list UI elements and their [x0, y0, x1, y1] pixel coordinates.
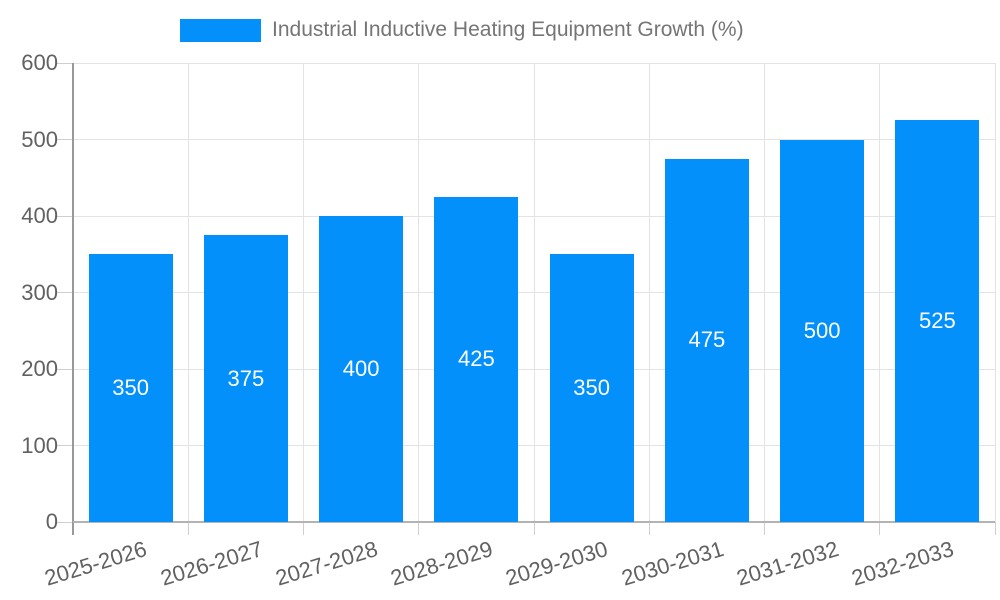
y-tick-label: 400	[21, 203, 58, 228]
y-axis-tick	[56, 445, 73, 446]
bar-value-label: 500	[803, 317, 841, 343]
x-axis-tick	[187, 522, 189, 535]
legend-swatch	[180, 18, 261, 42]
gridline-vertical	[994, 63, 996, 522]
y-axis-line	[72, 63, 74, 535]
gridline-vertical	[303, 63, 304, 522]
gridline-vertical	[533, 63, 535, 522]
legend-label: Industrial Inductive Heating Equipment G…	[272, 18, 744, 41]
bar[interactable]	[780, 139, 865, 522]
bar[interactable]	[434, 196, 519, 522]
y-tick-label: 100	[21, 432, 58, 458]
gridline-vertical	[187, 63, 189, 522]
y-tick-label: 0	[45, 509, 58, 534]
bar[interactable]	[664, 158, 749, 522]
bar[interactable]	[203, 235, 288, 522]
bar-value-label: 425	[458, 346, 495, 372]
x-axis-tick	[879, 522, 881, 535]
bar[interactable]	[895, 120, 980, 522]
y-axis-tick	[56, 215, 73, 217]
x-axis-tick	[764, 522, 765, 535]
y-axis-tick	[56, 292, 73, 293]
bar[interactable]	[88, 254, 173, 522]
y-tick-label: 300	[21, 279, 58, 305]
legend[interactable]: Industrial Inductive Heating Equipment G…	[180, 18, 744, 42]
y-tick-label: 500	[21, 126, 58, 152]
bar[interactable]	[319, 216, 404, 522]
x-tick-label: 2026-2027	[157, 536, 266, 591]
bar-value-label: 350	[573, 375, 610, 401]
plot-area: 350 375 400 425 350 475 500 525	[56, 62, 996, 535]
y-axis-tick	[56, 368, 73, 370]
x-tick-label: 2028-2029	[387, 536, 496, 591]
gridline-vertical	[764, 63, 765, 522]
y-tick-label: 200	[21, 356, 58, 381]
x-axis-tick	[418, 522, 420, 535]
x-axis-line	[73, 521, 995, 523]
y-tick-label: 600	[21, 50, 58, 75]
x-tick-label: 2030-2031	[618, 536, 727, 591]
gridline-vertical	[879, 63, 881, 522]
y-axis-tick	[56, 521, 73, 523]
bar-value-label: 475	[688, 327, 726, 353]
y-axis-tick	[56, 139, 73, 140]
x-tick-label: 2027-2028	[272, 536, 381, 591]
x-tick-label: 2032-2033	[848, 536, 957, 591]
x-tick-label: 2025-2026	[42, 536, 150, 591]
bar-value-label: 525	[919, 308, 956, 334]
bar-value-label: 400	[342, 356, 380, 381]
bar[interactable]	[549, 254, 634, 522]
gridline-vertical	[648, 63, 650, 522]
bar-value-label: 350	[112, 375, 149, 401]
bar-value-label: 375	[227, 365, 265, 391]
y-axis-tick	[56, 62, 73, 64]
x-axis-tick	[533, 522, 535, 535]
gridline-vertical	[418, 63, 420, 522]
x-axis-tick	[303, 522, 304, 535]
x-axis-tick	[648, 522, 650, 535]
x-tick-label: 2029-2030	[503, 536, 611, 591]
x-axis-tick	[994, 522, 996, 535]
x-tick-label: 2031-2032	[733, 536, 842, 591]
